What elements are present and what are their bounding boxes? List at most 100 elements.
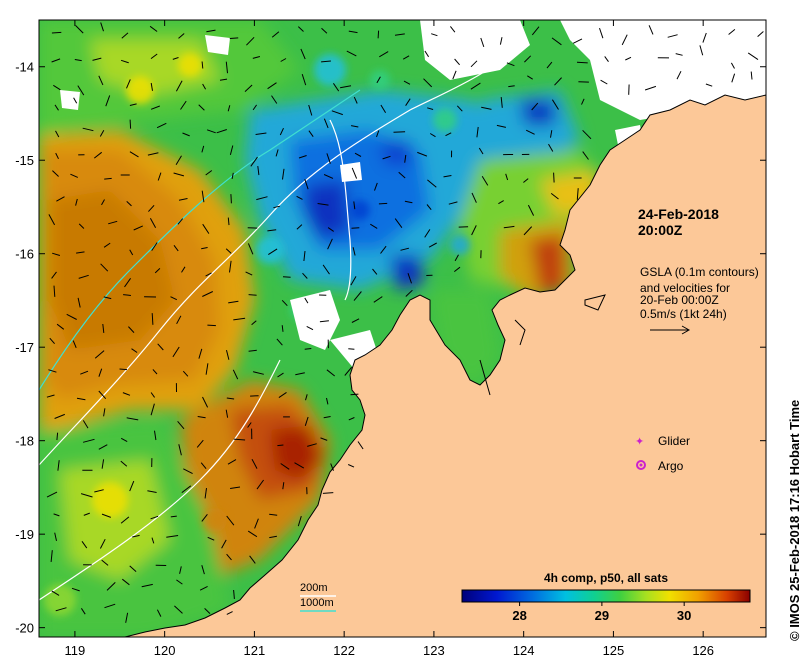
missing-data xyxy=(60,20,766,370)
velocity-arrow xyxy=(172,346,180,358)
velocity-arrow xyxy=(303,251,306,262)
velocity-arrow xyxy=(151,537,155,544)
lat-tick-label: -15 xyxy=(15,153,34,168)
velocity-arrow xyxy=(202,291,214,297)
velocity-arrow xyxy=(48,214,56,226)
velocity-arrow xyxy=(278,391,287,399)
velocity-arrow xyxy=(120,59,129,64)
velocity-arrow xyxy=(531,102,539,111)
lat-tick-label: -17 xyxy=(15,340,34,355)
velocity-arrow xyxy=(205,363,209,375)
velocity-arrow xyxy=(282,168,285,180)
velocity-arrow xyxy=(351,227,360,229)
velocity-arrow xyxy=(177,420,185,430)
velocity-arrow xyxy=(80,608,86,615)
velocity-arrow xyxy=(351,318,360,323)
velocity-arrow xyxy=(82,438,95,443)
velocity-arrow xyxy=(154,430,157,441)
bathymetry-1000m-label: 1000m xyxy=(300,597,334,609)
lon-tick-label: 126 xyxy=(692,643,714,658)
lon-tick-label: 124 xyxy=(513,643,535,658)
velocity-arrow xyxy=(56,323,65,330)
velocity-arrow xyxy=(226,397,235,400)
velocity-arrow xyxy=(271,95,278,104)
velocity-arrow xyxy=(427,179,437,188)
velocity-arrow xyxy=(498,200,504,205)
velocity-arrow xyxy=(582,151,589,160)
velocity-arrow xyxy=(453,266,461,272)
velocity-arrow xyxy=(350,393,359,396)
velocity-arrow xyxy=(229,260,232,273)
velocity-arrow xyxy=(257,166,260,176)
velocity-arrow xyxy=(471,225,477,236)
velocity-arrow xyxy=(326,397,329,405)
velocity-arrow xyxy=(205,272,212,277)
velocity-arrow xyxy=(50,550,53,562)
lat-tick-label: -14 xyxy=(15,60,34,75)
velocity-arrow xyxy=(428,242,437,248)
velocity-arrow xyxy=(269,513,278,516)
velocity-arrow xyxy=(304,348,312,350)
lon-tick-label: 123 xyxy=(423,643,445,658)
velocity-arrow xyxy=(175,80,183,92)
velocity-arrow xyxy=(129,249,134,256)
velocity-arrow xyxy=(103,408,106,417)
velocity-arrow xyxy=(269,535,277,539)
velocity-arrow xyxy=(202,83,207,90)
lat-tick-label: -16 xyxy=(15,247,34,262)
scale-arrow-head-icon xyxy=(681,325,691,335)
argo-label: Argo xyxy=(658,459,684,473)
velocity-arrow xyxy=(178,198,188,201)
velocity-arrow xyxy=(304,178,309,190)
velocity-arrow xyxy=(103,242,111,248)
velocity-arrow xyxy=(198,348,203,359)
velocity-arrow xyxy=(101,559,109,566)
velocity-arrow xyxy=(197,416,206,419)
velocity-arrow xyxy=(248,349,257,352)
velocity-arrow xyxy=(54,532,57,542)
velocity-arrow xyxy=(254,518,259,529)
velocity-arrow xyxy=(319,320,329,323)
velocity-arrow xyxy=(730,62,735,69)
velocity-arrow xyxy=(78,274,89,279)
argo-icon-center xyxy=(639,463,643,467)
velocity-arrow xyxy=(147,490,157,493)
bathymetry-200m-label: 200m xyxy=(300,582,328,594)
velocity-arrow xyxy=(702,32,707,43)
velocity-arrow xyxy=(750,71,753,80)
velocity-arrow xyxy=(174,605,183,614)
velocity-arrow xyxy=(331,110,343,116)
velocity-arrow xyxy=(70,173,78,178)
velocity-arrow xyxy=(148,204,155,212)
velocity-arrow xyxy=(273,205,281,209)
velocity-arrow xyxy=(675,53,683,56)
velocity-arrow xyxy=(353,291,362,301)
velocity-arrow xyxy=(120,437,128,443)
coast-inlet xyxy=(514,319,526,346)
velocity-arrow xyxy=(198,104,205,111)
velocity-arrow xyxy=(176,579,183,585)
velocity-arrow xyxy=(417,151,428,157)
velocity-arrow xyxy=(201,513,208,522)
velocity-arrow xyxy=(101,513,111,518)
gsla-note-line: 0.5m/s (1kt 24h) xyxy=(640,307,727,321)
velocity-arrow xyxy=(255,132,267,135)
velocity-arrow xyxy=(247,243,254,255)
velocity-arrow xyxy=(57,460,60,471)
gsla-note-line: 20-Feb 00:00Z xyxy=(640,293,719,307)
velocity-arrow xyxy=(226,349,230,360)
velocity-arrow xyxy=(219,78,228,81)
velocity-arrow xyxy=(151,313,154,325)
velocity-arrow xyxy=(380,104,387,113)
velocity-arrow xyxy=(757,31,764,37)
velocity-arrow xyxy=(173,245,179,252)
velocity-arrow xyxy=(104,603,116,609)
velocity-arrow xyxy=(404,200,413,204)
velocity-arrow xyxy=(323,174,334,179)
velocity-arrow xyxy=(226,553,232,561)
velocity-arrow xyxy=(551,99,559,110)
velocity-arrow xyxy=(176,315,182,325)
velocity-arrow xyxy=(249,555,256,564)
velocity-arrow xyxy=(156,609,162,617)
